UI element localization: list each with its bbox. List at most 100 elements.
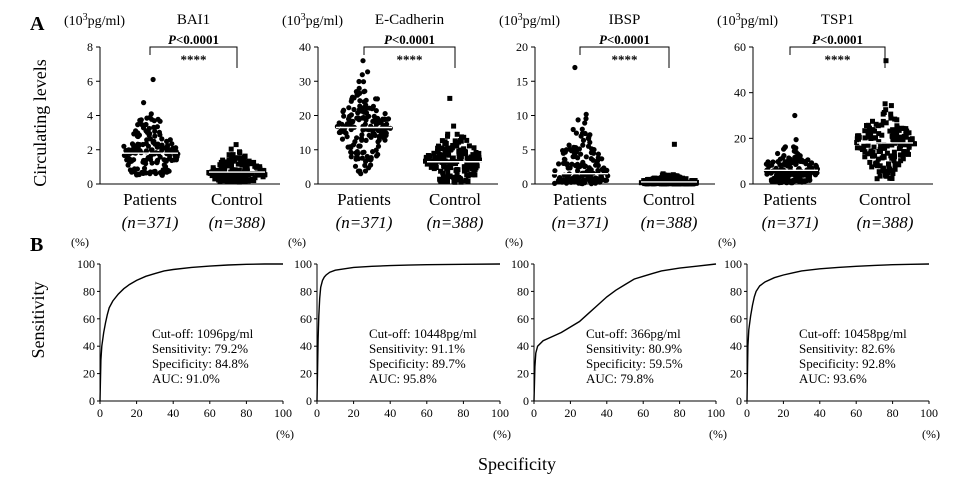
data-point [892,116,898,122]
data-point [903,142,908,148]
x-tick-label: 40 [167,406,179,420]
data-point [469,172,475,178]
x-unit-label: (%) [922,427,940,441]
data-point [432,155,438,161]
data-point [443,178,448,184]
data-point [661,181,667,187]
data-point [894,132,900,137]
unit-tail: pg/ml) [306,14,344,29]
data-point [436,146,442,152]
data-point [876,139,882,145]
group-label: Control [429,190,481,209]
data-point [552,168,558,174]
group-label: Control [211,190,263,209]
x-tick-label: 100 [491,406,509,420]
roc-stat-1: Cut-off: 10458pg/ml [799,326,907,341]
chart-title: E-Cadherin [375,12,445,28]
data-point [579,161,585,167]
data-point [228,154,234,160]
data-point [380,116,386,122]
y-tick-label: 0 [89,394,95,408]
data-point [368,155,374,161]
group-control [638,141,699,187]
data-point [228,175,234,181]
data-point [867,125,872,131]
p-symbol: P [384,32,393,47]
data-point [373,96,379,102]
x-unit-label: (%) [709,427,727,441]
y-tick-label: 20 [734,131,746,145]
p-value: P<0.0001 [168,32,219,47]
unit-label: (103pg/ml) [282,12,343,29]
data-point [447,173,453,179]
data-point [599,166,605,173]
data-point [892,166,898,172]
data-point [579,126,585,132]
x-tick-label: 100 [920,406,938,420]
data-point [169,141,175,147]
data-point [356,78,362,85]
data-point [212,176,218,182]
y-tick-label: 0 [522,177,528,191]
data-point [214,167,220,173]
data-point [362,168,369,174]
data-point [458,138,464,144]
roc-curve [746,263,930,402]
data-point [882,145,888,151]
p-symbol: P [168,32,177,47]
significance-bracket [363,46,456,68]
data-point [583,154,589,160]
data-point [683,181,689,186]
data-point [357,143,363,149]
group-patients [551,64,611,187]
roc-stat-2: Sensitivity: 80.9% [586,341,682,356]
data-point [136,171,142,178]
p-value: P<0.0001 [812,32,863,47]
x-axis-title-b: Specificity [478,454,556,474]
data-point [880,111,886,117]
data-point [464,137,470,143]
data-point [877,173,883,179]
y-tick-label: 0 [87,177,93,191]
data-point [672,175,678,181]
data-point [133,128,139,134]
data-point [366,127,372,133]
data-point [378,131,384,137]
roc-stat-3: Specificity: 89.7% [369,356,466,371]
data-point [765,159,771,165]
data-point [459,134,464,140]
y-tick-label: 4 [87,109,93,123]
data-point [678,177,684,183]
data-point [159,136,165,142]
group-n-label: (n=371) [552,213,609,232]
data-point [373,108,379,114]
data-point [244,177,250,183]
data-point [875,156,881,162]
data-point [908,141,913,147]
data-point [149,160,155,166]
panel-label-b: B [30,234,43,256]
data-point [599,156,605,162]
data-point [862,128,868,134]
data-point [569,161,575,167]
data-point [450,160,456,166]
data-point [230,152,236,158]
data-point [150,76,156,83]
unit-tail: pg/ml) [741,14,779,29]
roc-stat-1: Cut-off: 1096pg/ml [152,326,254,341]
data-point [576,146,583,152]
data-point [465,157,471,163]
data-point [883,58,889,64]
data-point [143,157,149,163]
data-point [571,144,577,150]
data-point [866,131,872,137]
roc-stat-3: Specificity: 59.5% [586,356,683,371]
data-point [646,176,652,182]
group-control [854,58,917,182]
group-n-label: (n=388) [209,213,266,232]
y-tick-label: 8 [87,40,93,54]
data-point [471,157,477,163]
data-point [362,121,368,127]
data-point [215,176,221,181]
data-point [874,176,880,182]
